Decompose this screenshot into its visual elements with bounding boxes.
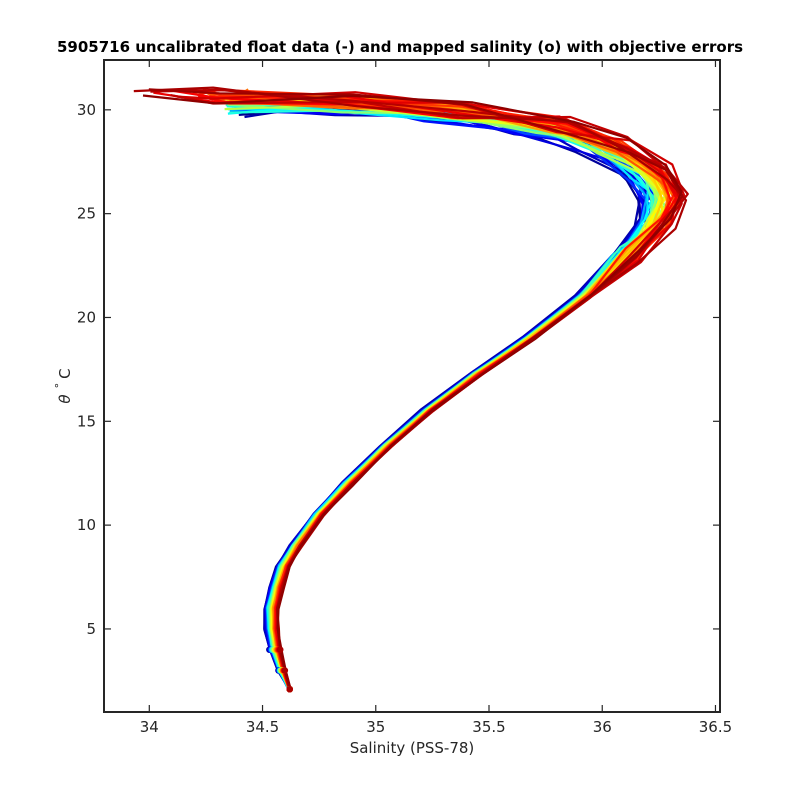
y-axis-label-degree: ° <box>53 383 66 389</box>
profile-line <box>142 94 683 690</box>
x-tick-label: 35 <box>366 718 385 736</box>
y-axis-label-symbol: θ <box>56 394 74 403</box>
mapped-salinity-marker <box>281 667 289 674</box>
x-axis-label: Salinity (PSS-78) <box>350 739 475 757</box>
y-tick-label: 10 <box>77 516 96 534</box>
mapped-salinity-marker <box>286 686 293 693</box>
x-tick-label: 34.5 <box>246 718 279 736</box>
plot-frame <box>103 59 721 713</box>
profile-lines <box>133 86 689 693</box>
y-tick-label: 20 <box>77 308 96 326</box>
y-tick-label: 25 <box>77 205 96 223</box>
y-axis-label: θ ° C <box>53 368 74 403</box>
x-tick-label: 36.5 <box>699 718 732 736</box>
mapped-salinity-marker <box>277 646 284 653</box>
x-tick-label: 35.5 <box>472 718 505 736</box>
y-tick-label: 5 <box>86 620 96 638</box>
y-axis-label-unit: C <box>56 368 74 378</box>
y-tick-label: 15 <box>77 412 96 430</box>
x-tick-label: 36 <box>593 718 612 736</box>
chart-title: 5905716 uncalibrated float data (-) and … <box>57 38 743 56</box>
y-tick-label: 30 <box>77 101 96 119</box>
x-tick-label: 34 <box>140 718 159 736</box>
axis-ticks: 34 34.5 35 35.5 36 36.5 5 10 15 20 25 30 <box>77 60 732 736</box>
